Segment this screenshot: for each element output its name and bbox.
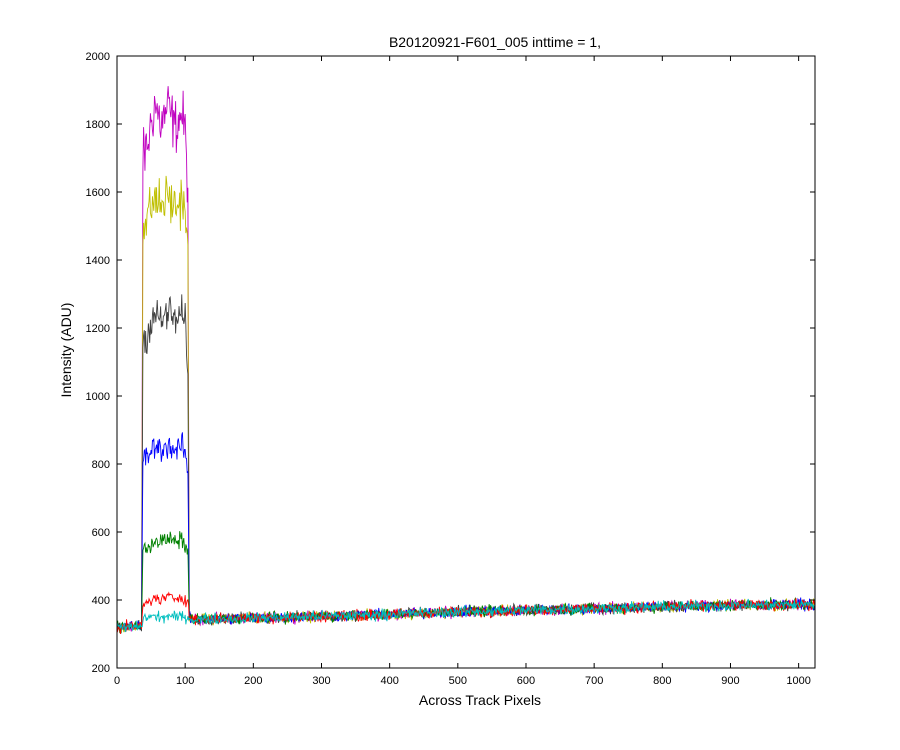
y-tick-label: 800: [92, 459, 110, 471]
axes-box: [116, 55, 816, 669]
x-tick-label: 600: [517, 675, 535, 687]
x-tick-label: 700: [585, 675, 603, 687]
y-axis-label: Intensity (ADU): [58, 303, 74, 398]
x-tick-label: 400: [380, 675, 398, 687]
y-tick-label: 2000: [86, 51, 110, 63]
series-line-4: [116, 432, 816, 631]
axes-background: [117, 56, 815, 668]
plot-area: 0 100 200 300 400 500 600 700 800 900 1000 200 400 6…: [86, 51, 816, 687]
x-tick-label: 0: [114, 675, 120, 687]
y-tick-label: 1400: [86, 255, 110, 267]
y-tick-label: 1800: [86, 119, 110, 131]
chart-title: B20120921-F601_005 inttime = 1,: [389, 34, 601, 50]
x-tick-label: 300: [312, 675, 330, 687]
x-tick-label: 500: [449, 675, 467, 687]
y-tick-label: 200: [92, 663, 110, 675]
y-tick-label: 400: [92, 595, 110, 607]
y-tick-label: 1200: [86, 323, 110, 335]
y-ticks: 200 400 600 800 1000 1200 1400 1600 1800 2000: [86, 51, 815, 675]
x-tick-label: 1000: [786, 675, 810, 687]
series-layer: [116, 86, 816, 634]
x-tick-label: 100: [176, 675, 194, 687]
y-tick-label: 600: [92, 527, 110, 539]
x-tick-label: 200: [244, 675, 262, 687]
y-tick-label: 1000: [86, 391, 110, 403]
x-ticks: 0 100 200 300 400 500 600 700 800 900 1000: [114, 56, 811, 687]
series-line-7: [116, 598, 816, 633]
y-tick-label: 1600: [86, 187, 110, 199]
x-axis-label: Across Track Pixels: [419, 692, 541, 708]
x-tick-label: 800: [653, 675, 671, 687]
x-tick-label: 900: [721, 675, 739, 687]
